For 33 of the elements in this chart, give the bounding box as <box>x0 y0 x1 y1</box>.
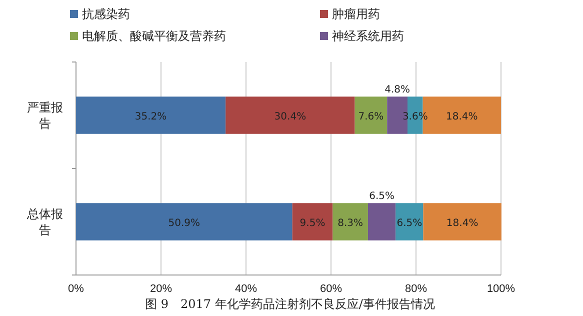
data-label: 35.2% <box>134 111 167 122</box>
data-label: 7.6% <box>358 111 384 122</box>
x-tick-label: 20% <box>150 282 172 295</box>
bar <box>76 96 226 134</box>
bar <box>354 96 388 134</box>
data-label: 18.4% <box>446 111 478 122</box>
bar <box>368 203 396 240</box>
data-label: 50.9% <box>168 218 200 229</box>
data-label: 18.4% <box>446 218 478 229</box>
x-tick-label: 100% <box>486 282 516 295</box>
y-tick-label: 总体报告 <box>26 206 63 237</box>
y-tick-label: 严重报告 <box>27 100 63 130</box>
x-tick-label: 60% <box>320 282 342 295</box>
data-label: 4.8% <box>384 84 410 96</box>
data-label: 9.5% <box>300 218 326 229</box>
legend-label: 肿瘤用药 <box>332 7 380 21</box>
bar <box>396 203 424 240</box>
text: 图 9 2017 年化学药品注射剂不良反应/事件报告情况 <box>145 297 435 311</box>
x-tick-label: 80% <box>404 282 428 295</box>
x-tick-label: 0% <box>68 282 84 295</box>
x-tick-label: 40% <box>234 282 258 295</box>
data-label: 6.5% <box>369 191 394 202</box>
data-label: 30.4% <box>274 111 306 122</box>
data-label: 6.5% <box>396 218 422 229</box>
legend-label: 电解质、酸碱平衡及营养药 <box>82 29 226 43</box>
bar <box>76 203 292 240</box>
bar <box>332 203 368 240</box>
bar <box>423 203 502 240</box>
legend-label: 抗感染药 <box>82 7 130 21</box>
bar <box>226 96 355 134</box>
data-label: 8.3% <box>338 218 364 229</box>
bar <box>292 203 333 240</box>
legend-label: 神经系统用药 <box>332 29 404 43</box>
